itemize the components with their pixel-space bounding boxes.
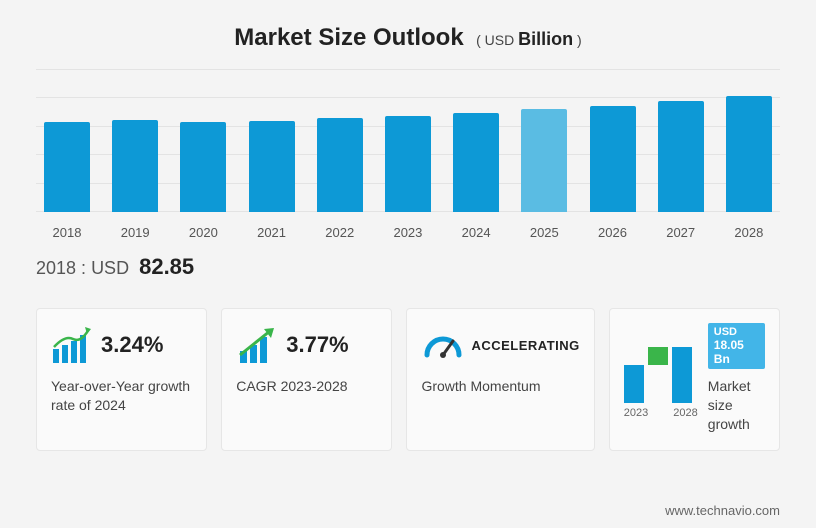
x-axis-label: 2021 — [249, 225, 295, 240]
x-axis-label: 2026 — [590, 225, 636, 240]
bar-chart: 2018 2019 2020 2021 2022 2023 2024 2025 2026 2027… — [36, 70, 780, 240]
bar — [44, 122, 90, 212]
cagr-value: 3.77% — [286, 332, 348, 358]
cagr-label: CAGR 2023-2028 — [236, 377, 377, 396]
bar — [590, 106, 636, 213]
baseline-value: 2018 : USD 82.85 — [36, 254, 780, 280]
x-axis-label: 2024 — [453, 225, 499, 240]
card-growth: 2023 2028 USD 18.05 Bn Market size growt… — [609, 308, 780, 451]
card-cagr: 3.77% CAGR 2023-2028 — [221, 308, 392, 451]
bar — [385, 116, 431, 212]
momentum-value: ACCELERATING — [471, 338, 579, 353]
bar — [658, 101, 704, 212]
x-axis-label: 2018 — [44, 225, 90, 240]
x-axis-label: 2028 — [726, 225, 772, 240]
footer-attribution: www.technavio.com — [665, 503, 780, 518]
x-axis: 2018 2019 2020 2021 2022 2023 2024 2025 2026 2027… — [36, 225, 780, 240]
chart-unit: ( USD Billion ) — [476, 32, 582, 48]
card-momentum: ACCELERATING Growth Momentum — [406, 308, 594, 451]
yoy-value: 3.24% — [101, 332, 163, 358]
gauge-icon — [421, 325, 463, 365]
bar — [317, 118, 363, 212]
bar-trend-icon — [51, 325, 93, 365]
growth-arrow-icon — [236, 325, 278, 365]
bar — [249, 121, 295, 212]
x-axis-label: 2025 — [521, 225, 567, 240]
bars-container — [36, 70, 780, 212]
x-axis-label: 2027 — [658, 225, 704, 240]
bar — [521, 109, 567, 212]
x-axis-label: 2022 — [317, 225, 363, 240]
chart-title: Market Size Outlook — [234, 24, 463, 51]
mini-bar-chart: 2023 2028 — [624, 323, 698, 423]
growth-label: Market size growth — [708, 377, 765, 434]
yoy-label: Year-over-Year growth rate of 2024 — [51, 377, 192, 415]
x-axis-label: 2023 — [385, 225, 431, 240]
metric-cards: 3.24% Year-over-Year growth rate of 2024… — [36, 308, 780, 451]
bar — [112, 120, 158, 212]
bar — [726, 96, 772, 212]
momentum-label: Growth Momentum — [421, 377, 579, 396]
x-axis-label: 2019 — [112, 225, 158, 240]
x-axis-label: 2020 — [180, 225, 226, 240]
bar — [180, 122, 226, 212]
bar — [453, 113, 499, 212]
chart-title-row: Market Size Outlook ( USD Billion ) — [36, 24, 780, 52]
card-yoy: 3.24% Year-over-Year growth rate of 2024 — [36, 308, 207, 451]
growth-badge: USD 18.05 Bn — [708, 323, 765, 369]
